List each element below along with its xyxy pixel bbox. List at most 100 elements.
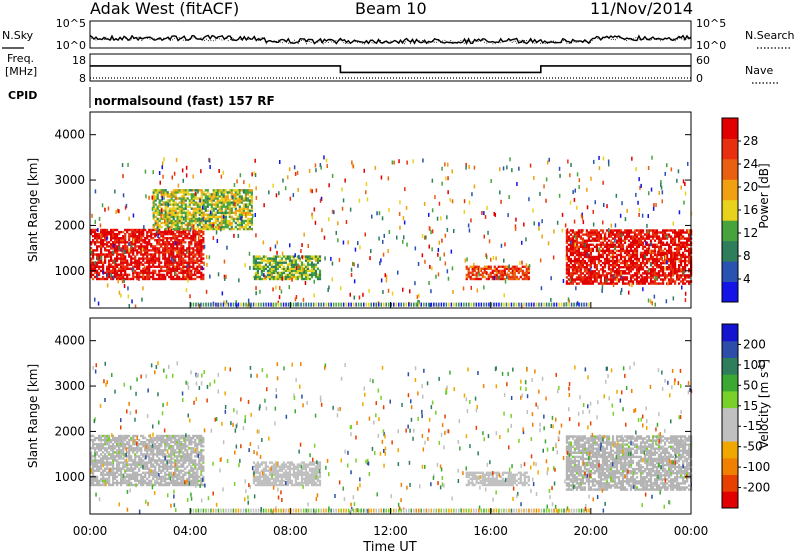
heatmap-cell	[342, 198, 345, 203]
heatmap-cell	[423, 302, 425, 307]
heatmap-cell	[200, 191, 203, 194]
heatmap-cell	[108, 436, 111, 440]
heatmap-cell	[506, 165, 508, 170]
heatmap-cell	[268, 269, 271, 273]
heatmap-cell	[670, 268, 673, 271]
heatmap-cell	[682, 251, 685, 255]
heatmap-cell	[657, 231, 661, 234]
heatmap-cell	[591, 255, 594, 259]
heatmap-cell	[525, 237, 527, 242]
heatmap-cell	[627, 257, 631, 261]
heatmap-cell	[500, 243, 503, 248]
heatmap-cell	[106, 473, 109, 476]
heatmap-cell	[239, 190, 241, 194]
heatmap-cell	[308, 259, 312, 262]
heatmap-cell	[631, 231, 635, 234]
heatmap-cell	[240, 219, 243, 223]
heatmap-cell	[164, 261, 167, 264]
heatmap-cell	[300, 271, 304, 275]
heatmap-cell	[146, 455, 149, 458]
heatmap-cell	[254, 263, 257, 266]
heatmap-cell	[164, 230, 167, 234]
heatmap-cell	[141, 238, 143, 243]
heatmap-cell	[162, 195, 165, 198]
heatmap-cell	[657, 241, 661, 244]
heatmap-cell	[190, 207, 193, 210]
heatmap-cell	[100, 253, 103, 256]
heatmap-cell	[607, 266, 611, 269]
heatmap-cell	[660, 182, 662, 187]
heatmap-cell	[308, 263, 312, 266]
heatmap-cell	[152, 245, 155, 248]
heatmap-cell	[226, 211, 229, 214]
heatmap-cell	[651, 282, 655, 285]
heatmap-cell	[132, 451, 135, 454]
heatmap-cell	[651, 243, 655, 246]
heatmap-cell	[136, 259, 139, 262]
heatmap-cell	[162, 247, 165, 250]
heatmap-cell	[686, 245, 689, 248]
heatmap-cell	[567, 282, 570, 285]
heatmap-cell	[246, 213, 249, 216]
heatmap-cell	[182, 191, 185, 194]
heatmap-cell	[478, 302, 480, 307]
heatmap-cell	[296, 267, 299, 270]
heatmap-cell	[451, 169, 453, 174]
y-tick-label: 1000	[54, 264, 85, 278]
heatmap-cell	[258, 267, 261, 270]
heatmap-cell	[607, 268, 611, 271]
heatmap-cell	[234, 209, 237, 212]
heatmap-cell	[116, 451, 119, 454]
heatmap-cell	[672, 243, 675, 246]
heatmap-cell	[150, 271, 153, 275]
heatmap-cell	[112, 467, 115, 470]
heatmap-cell	[653, 268, 657, 271]
heatmap-cell	[450, 249, 453, 254]
heatmap-cell	[278, 265, 281, 268]
heatmap-cell	[252, 255, 255, 258]
heatmap-cell	[445, 176, 447, 181]
heatmap-cell	[651, 255, 655, 259]
heatmap-cell	[210, 221, 213, 225]
heatmap-cell	[428, 244, 430, 249]
heatmap-cell	[635, 274, 639, 277]
heatmap-cell	[140, 253, 143, 256]
heatmap-cell	[164, 191, 167, 194]
heatmap-cell	[200, 225, 203, 229]
heatmap-cell	[182, 207, 185, 210]
heatmap-cell	[194, 221, 197, 225]
heatmap-cell	[90, 265, 93, 268]
heatmap-cell	[625, 229, 629, 232]
heatmap-cell	[204, 217, 207, 221]
heatmap-cell	[660, 185, 663, 190]
heatmap-cell	[613, 255, 617, 259]
heatmap-cell	[617, 241, 621, 244]
heatmap-cell	[126, 465, 129, 468]
heatmap-cell	[142, 477, 145, 481]
heatmap-cell	[605, 257, 609, 261]
heatmap-cell	[479, 273, 482, 277]
heatmap-cell	[208, 215, 211, 219]
heatmap-cell	[180, 249, 183, 252]
heatmap-cell	[100, 479, 103, 483]
heatmap-cell	[577, 276, 580, 279]
heatmap-cell	[410, 302, 412, 307]
heatmap-cell	[224, 189, 227, 192]
heatmap-cell	[172, 205, 175, 208]
heatmap-cell	[278, 191, 280, 196]
heatmap-cell	[92, 265, 95, 268]
heatmap-cell	[453, 302, 455, 307]
heatmap-cell	[246, 189, 249, 192]
heatmap-cell	[470, 302, 473, 307]
colorbar-tick-label: 20	[743, 180, 758, 194]
heatmap-cell	[94, 297, 96, 302]
heatmap-cell	[603, 237, 607, 240]
heatmap-cell	[605, 255, 609, 259]
heatmap-cell	[154, 232, 157, 236]
heatmap-cell	[134, 441, 137, 444]
heatmap-cell	[248, 195, 251, 198]
heatmap-cell	[682, 280, 685, 283]
heatmap-cell	[260, 261, 263, 264]
heatmap-cell	[418, 300, 420, 305]
heatmap-cell	[151, 195, 153, 200]
